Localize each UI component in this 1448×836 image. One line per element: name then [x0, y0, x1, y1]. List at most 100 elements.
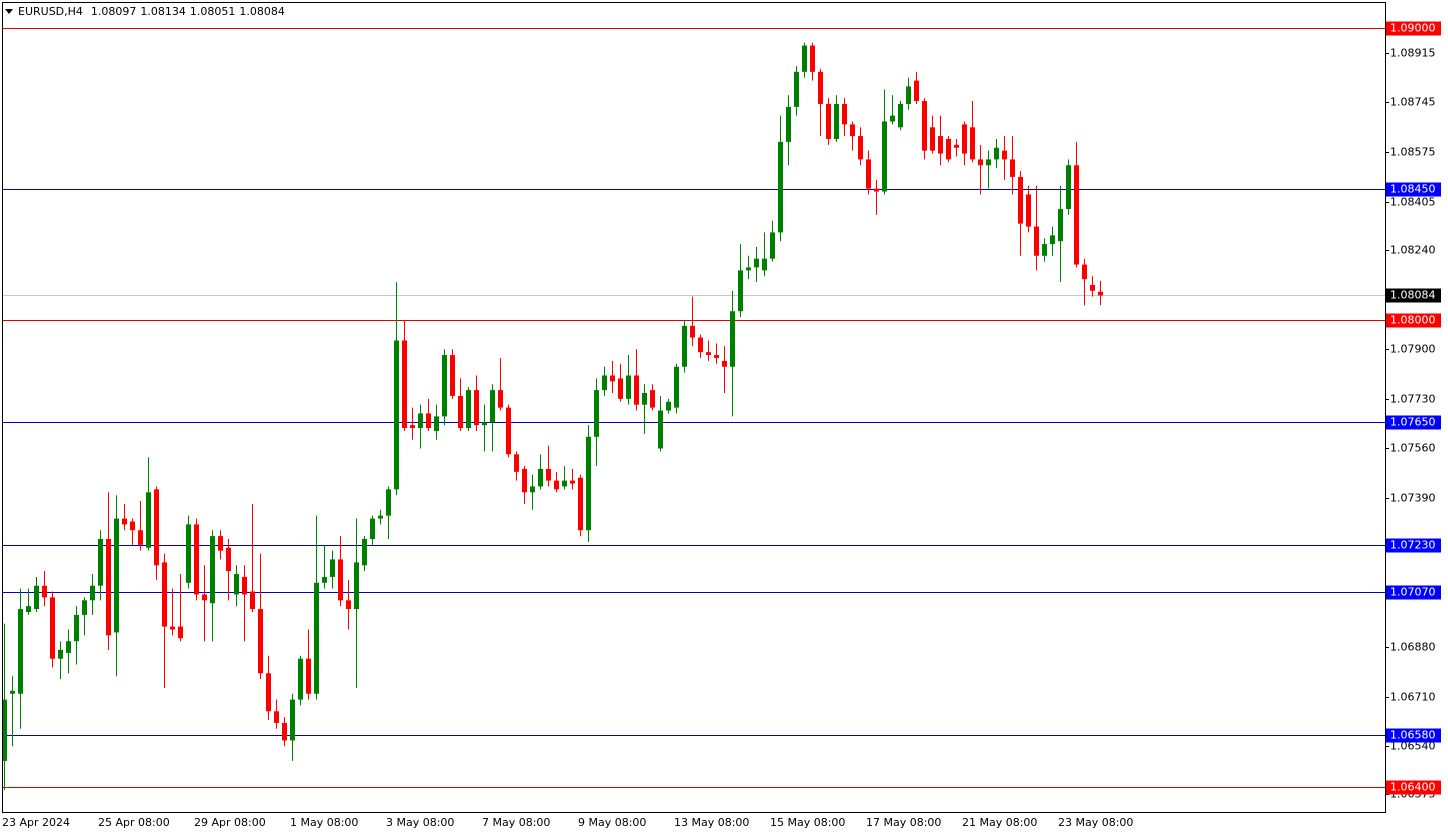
candle-body — [770, 232, 775, 259]
menu-arrow[interactable] — [5, 9, 13, 14]
candle-body — [426, 413, 431, 429]
candle-body — [530, 486, 535, 493]
candle-body — [26, 606, 31, 612]
candle-body — [290, 699, 295, 741]
candle-body — [18, 609, 23, 694]
x-tick-label: 29 Apr 08:00 — [194, 816, 266, 829]
candle-body — [698, 337, 703, 353]
candle-body — [602, 375, 607, 391]
y-tick-label: 1.07390 — [1390, 492, 1436, 505]
candle-body — [330, 559, 335, 577]
candle-body — [314, 582, 319, 694]
candle-body — [802, 45, 807, 72]
candle-body — [866, 159, 871, 189]
level-box — [1386, 780, 1441, 795]
candle-body — [170, 626, 175, 630]
candle-body — [850, 124, 855, 137]
x-tick-label: 17 May 08:00 — [866, 816, 941, 829]
candle-body — [378, 515, 383, 519]
candle-body — [58, 649, 63, 659]
candle-body — [682, 325, 687, 367]
x-tick-label: 23 May 08:00 — [1058, 816, 1133, 829]
y-tick-label: 1.06880 — [1390, 641, 1436, 654]
candle-body — [506, 407, 511, 455]
candle-body — [514, 454, 519, 472]
candle-body — [354, 562, 359, 610]
candle-body — [730, 311, 735, 367]
candle-body — [98, 538, 103, 586]
candle-body — [842, 103, 847, 125]
candle-body — [818, 71, 823, 104]
candle-body — [394, 340, 399, 490]
candle-body — [2, 699, 7, 761]
candle-body — [890, 115, 895, 122]
candle-body — [218, 536, 223, 551]
candle-body — [338, 559, 343, 601]
candle-body — [986, 159, 991, 166]
candle-body — [562, 480, 567, 487]
candle-body — [586, 436, 591, 531]
candle-body — [714, 355, 719, 358]
candle-body — [10, 690, 15, 694]
candle-body — [282, 722, 287, 741]
x-tick-label: 15 May 08:00 — [770, 816, 845, 829]
candle-body — [754, 258, 759, 268]
level-label: 1.08000 — [1390, 314, 1436, 327]
candle-body — [658, 410, 663, 449]
candle-body — [794, 71, 799, 107]
candle-body — [34, 585, 39, 610]
candle-body — [978, 159, 983, 166]
candle-body — [442, 355, 447, 417]
x-tick-label: 9 May 08:00 — [578, 816, 646, 829]
candle-body — [434, 416, 439, 431]
candle-body — [570, 480, 575, 484]
quote-close: 1.08084 — [239, 5, 285, 18]
level-label: 1.08084 — [1390, 289, 1436, 302]
candle-body — [346, 600, 351, 610]
level-box — [1386, 538, 1441, 553]
x-tick-label: 1 May 08:00 — [290, 816, 358, 829]
candle-body — [970, 127, 975, 160]
candle-body — [778, 141, 783, 233]
candle-body — [402, 340, 407, 429]
candle-body — [1026, 194, 1031, 227]
candle-body — [650, 390, 655, 408]
candle-body — [786, 106, 791, 142]
candle-body — [1010, 159, 1015, 177]
x-tick-label: 23 Apr 2024 — [2, 816, 70, 829]
candle-body — [362, 538, 367, 566]
level-label: 1.08450 — [1390, 183, 1436, 196]
level-box — [1386, 182, 1441, 197]
y-tick-label: 1.08405 — [1390, 196, 1436, 209]
y-tick-label: 1.08575 — [1390, 146, 1436, 159]
symbol: EURUSD,H4 — [18, 5, 83, 18]
candle-body — [130, 521, 135, 531]
chart-header: EURUSD,H4 1.08097 1.08134 1.08051 1.08084 — [18, 5, 285, 18]
level-box — [1386, 728, 1441, 743]
y-tick-label: 1.07560 — [1390, 442, 1436, 455]
candle-body — [1090, 284, 1095, 291]
candle-body — [266, 673, 271, 712]
candle-body — [1018, 176, 1023, 224]
candle-body — [554, 480, 559, 490]
candle-body — [922, 101, 927, 151]
candle-body — [50, 597, 55, 659]
candle-body — [90, 585, 95, 601]
candle-body — [626, 375, 631, 399]
candle-body — [138, 530, 143, 545]
quote-open: 1.08097 — [91, 5, 137, 18]
x-tick-label: 7 May 08:00 — [482, 816, 550, 829]
candle-body — [1042, 244, 1047, 256]
x-tick-label: 21 May 08:00 — [962, 816, 1037, 829]
candle-body — [162, 562, 167, 627]
candle-body — [666, 401, 671, 411]
candle-body — [826, 103, 831, 139]
level-box — [1386, 585, 1441, 600]
y-tick-label: 1.08745 — [1390, 96, 1436, 109]
candle-body — [186, 524, 191, 583]
candle-body — [66, 641, 71, 653]
x-tick-label: 13 May 08:00 — [674, 816, 749, 829]
candle-body — [906, 86, 911, 104]
candle-body — [106, 538, 111, 636]
